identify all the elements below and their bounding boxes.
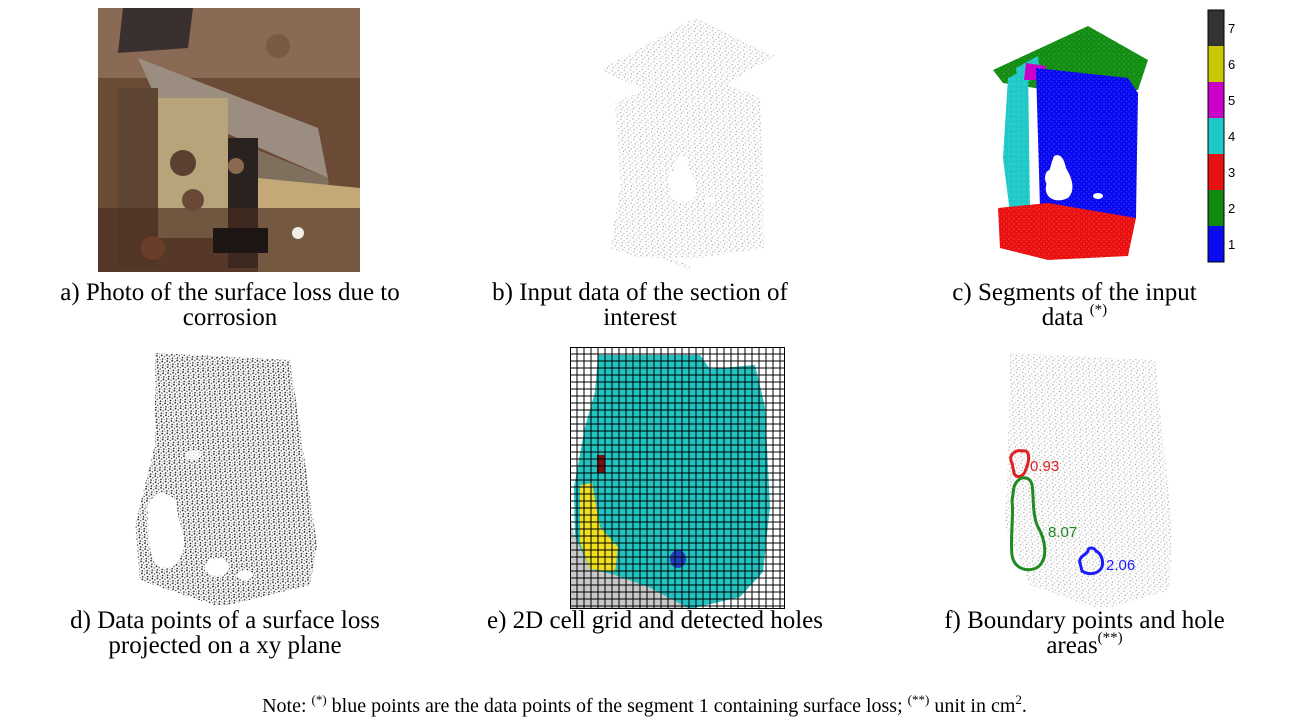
input-point-cloud xyxy=(600,18,775,270)
colorbar-label-5: 5 xyxy=(1228,93,1235,108)
hole-boundary-3 xyxy=(1078,546,1104,576)
caption-c: c) Segments of the input data (*) xyxy=(860,280,1289,330)
panel-b-input-data xyxy=(590,8,780,270)
note-text1: blue points are the data points of the s… xyxy=(326,695,908,717)
caption-f-line2: areas(**) xyxy=(880,630,1289,659)
panel-c-segments: 7 6 5 4 3 2 1 xyxy=(988,8,1278,270)
figure-note: Note: (*) blue points are the data point… xyxy=(0,692,1289,717)
hole-area-label-1: 0.93 xyxy=(1030,458,1059,475)
colorbar-swatch-5 xyxy=(1208,82,1224,118)
caption-e-line1: e) 2D cell grid and detected holes xyxy=(487,607,823,634)
caption-a: a) Photo of the surface loss due to corr… xyxy=(0,280,460,330)
hole-boundary-1 xyxy=(1009,449,1031,478)
projected-point-cloud xyxy=(135,353,317,607)
caption-a-line2: corrosion xyxy=(182,304,278,331)
hole-area-label-2: 8.07 xyxy=(1048,524,1077,541)
colorbar: 7 6 5 4 3 2 1 xyxy=(1207,9,1235,263)
note-sup1: (*) xyxy=(311,692,327,707)
caption-b-line2: interest xyxy=(603,304,677,331)
colorbar-label-4: 4 xyxy=(1228,129,1235,144)
colorbar-border xyxy=(1207,9,1225,263)
caption-f-line2-text: areas xyxy=(1046,632,1098,659)
caption-d-line2: projected on a xy plane xyxy=(108,632,342,659)
segments-plot: 7 6 5 4 3 2 1 xyxy=(993,9,1235,263)
hole-boundary-2 xyxy=(1009,476,1047,572)
caption-d: d) Data points of a surface loss project… xyxy=(0,608,450,658)
note-sup3: 2 xyxy=(1015,692,1022,707)
colorbar-label-7: 7 xyxy=(1228,21,1235,36)
corrosion-photo xyxy=(98,8,360,272)
note-text2: unit in cm xyxy=(929,695,1016,717)
colorbar-label-2: 2 xyxy=(1228,201,1235,216)
caption-c-sup: (*) xyxy=(1089,302,1108,318)
note-text3: . xyxy=(1021,695,1027,717)
panel-d-projected xyxy=(125,345,320,607)
caption-c-line2: data (*) xyxy=(860,302,1289,331)
colorbar-swatch-6 xyxy=(1208,46,1224,82)
caption-d-line1: d) Data points of a surface loss xyxy=(70,607,380,634)
colorbar-swatch-7 xyxy=(1208,10,1224,46)
cell-grid-plot xyxy=(570,347,785,609)
caption-a-line1: a) Photo of the surface loss due to xyxy=(60,279,400,306)
colorbar-swatch-3 xyxy=(1208,154,1224,190)
caption-c-line1: c) Segments of the input xyxy=(952,279,1197,306)
colorbar-label-3: 3 xyxy=(1228,165,1235,180)
colorbar-swatch-4 xyxy=(1208,118,1224,154)
colorbar-swatch-2 xyxy=(1208,190,1224,226)
colorbar-label-6: 6 xyxy=(1228,57,1235,72)
panel-e-cell-grid xyxy=(570,347,785,609)
hole-boundaries-plot: 0.93 8.07 2.06 xyxy=(1005,353,1172,610)
note-prefix: Note: xyxy=(262,695,312,717)
panel-a-photo xyxy=(98,8,360,272)
note-sup2: (**) xyxy=(907,692,930,707)
caption-f: f) Boundary points and hole areas(**) xyxy=(880,608,1289,658)
caption-e: e) 2D cell grid and detected holes xyxy=(455,608,855,633)
colorbar-label-1: 1 xyxy=(1228,237,1235,252)
caption-f-line1: f) Boundary points and hole xyxy=(944,607,1225,634)
colorbar-swatch-1 xyxy=(1208,226,1224,262)
hole-area-label-3: 2.06 xyxy=(1106,557,1135,574)
caption-b-line1: b) Input data of the section of xyxy=(492,279,788,306)
panel-f-boundaries: 0.93 8.07 2.06 xyxy=(990,345,1190,610)
caption-b: b) Input data of the section of interest xyxy=(430,280,850,330)
caption-c-line2-text: data xyxy=(1041,304,1090,331)
caption-f-sup: (**) xyxy=(1097,630,1123,646)
